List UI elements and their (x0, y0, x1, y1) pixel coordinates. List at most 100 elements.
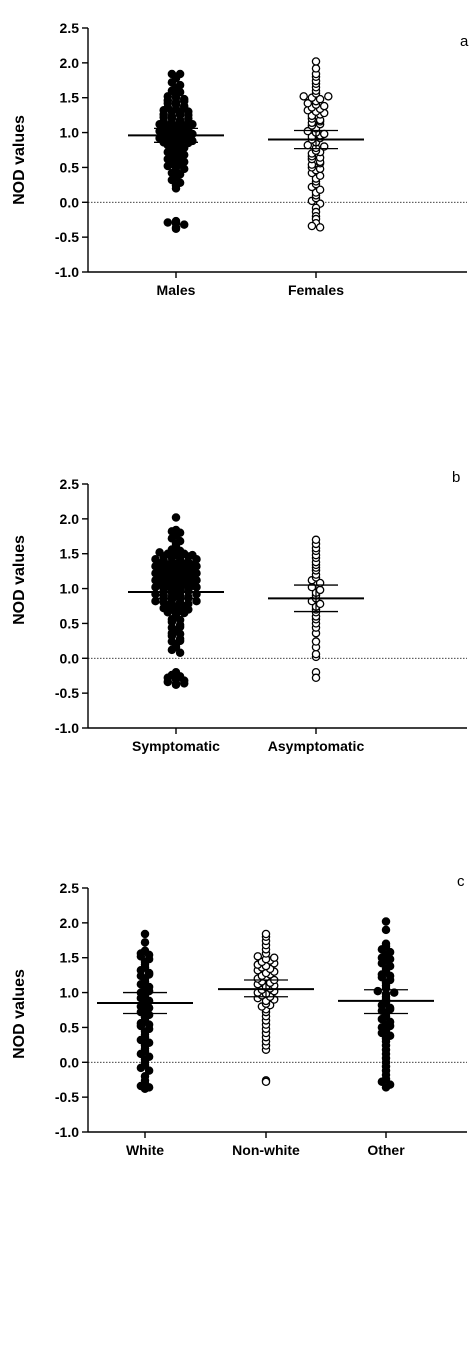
panel-a: NOD values a 2.5 2.0 1.5 1.0 0.5 0.0 -0.5 -1.0 M… (11, 20, 469, 298)
data-point (175, 80, 185, 90)
data-point (261, 929, 271, 939)
y-tick-label: 2.0 (60, 511, 80, 527)
data-point (315, 94, 325, 104)
data-point (179, 94, 189, 104)
data-point (175, 178, 185, 188)
y-axis-title: NOD values (11, 115, 28, 205)
data-point (385, 1017, 395, 1027)
data-point (155, 548, 164, 557)
data-point (311, 649, 321, 659)
plot-area: 2.5 2.0 1.5 1.0 0.5 0.0 -0.5 -1.0 Symptomatic Asy… (55, 476, 467, 754)
data-point (171, 224, 181, 234)
y-tick-label: 0.5 (60, 615, 80, 631)
data-point (163, 677, 173, 687)
data-point (381, 1083, 391, 1092)
y-tick-label: 0.0 (60, 650, 80, 666)
data-point (303, 126, 313, 136)
data-point (253, 952, 263, 961)
data-point (140, 929, 150, 939)
y-axis-title: NOD values (11, 535, 28, 625)
data-point (163, 92, 173, 101)
y-tick-label: -1.0 (55, 264, 79, 280)
y-tick-label: -0.5 (55, 1089, 79, 1105)
y-tick-label: 1.5 (60, 950, 80, 966)
data-point (311, 64, 321, 73)
data-point (303, 99, 313, 108)
data-point (171, 680, 181, 690)
data-point (144, 982, 154, 992)
data-point (319, 129, 329, 139)
y-tick-label: 2.5 (60, 20, 80, 36)
x-tick-label: White (126, 1142, 164, 1158)
data-point (175, 69, 185, 79)
data-point (136, 1063, 146, 1073)
data-point (175, 648, 185, 657)
data-point (311, 535, 321, 545)
plot-area: 2.5 2.0 1.5 1.0 0.5 0.0 -0.5 -1.0 White Non-white… (55, 880, 467, 1158)
y-tick-label: 2.5 (60, 880, 80, 896)
data-point (385, 947, 395, 957)
panel-label: b (452, 469, 460, 486)
data-point (140, 946, 150, 955)
x-tick-label: Asymptomatic (268, 738, 365, 754)
data-point (311, 57, 321, 66)
panel-label: c (457, 873, 465, 890)
data-point (171, 525, 181, 535)
data-point (144, 1066, 154, 1075)
data-point (319, 101, 329, 111)
data-point (261, 1077, 271, 1087)
data-point (315, 185, 325, 194)
data-point (167, 69, 177, 79)
y-tick-label: 1.0 (60, 581, 80, 597)
y-tick-label: -1.0 (55, 720, 79, 736)
data-point (315, 223, 325, 232)
data-point (144, 1052, 154, 1061)
data-point (389, 988, 399, 997)
x-tick-label: Non-white (232, 1142, 300, 1158)
y-tick-label: 0.0 (60, 194, 80, 210)
data-point (151, 555, 160, 564)
x-tick-label: Males (157, 282, 196, 298)
data-point (311, 637, 321, 646)
y-tick-label: 2.0 (60, 915, 80, 931)
panel-label: a (460, 33, 469, 50)
x-tick-label: Other (367, 1142, 405, 1158)
y-tick-label: -0.5 (55, 229, 79, 245)
y-tick-label: 2.0 (60, 55, 80, 71)
data-point (140, 938, 150, 947)
y-tick-label: 1.5 (60, 90, 80, 106)
y-tick-label: -0.5 (55, 685, 79, 701)
data-point (381, 939, 391, 949)
data-point (144, 968, 154, 978)
x-tick-label: Symptomatic (132, 738, 220, 754)
data-point (140, 1084, 150, 1094)
panel-b: NOD values b 2.5 2.0 1.5 1.0 0.5 0.0 -0.5 -1.0 S… (11, 469, 467, 754)
y-tick-label: 0.5 (60, 159, 80, 175)
data-point (385, 1031, 395, 1041)
y-tick-label: 1.0 (60, 985, 80, 1001)
data-point (179, 679, 189, 688)
data-point (171, 513, 181, 522)
data-point (269, 953, 279, 962)
y-tick-label: 0.5 (60, 1019, 80, 1035)
data-point (299, 92, 308, 101)
y-tick-label: 2.5 (60, 476, 80, 492)
y-tick-label: 1.0 (60, 125, 80, 141)
data-point (377, 1077, 387, 1087)
data-point (163, 218, 173, 227)
data-point (381, 925, 391, 935)
x-tick-label: Females (288, 282, 344, 298)
data-point (144, 1038, 154, 1048)
y-axis-title: NOD values (11, 969, 28, 1059)
data-point (175, 536, 185, 546)
data-point (315, 585, 325, 595)
data-point (373, 986, 383, 996)
data-point (324, 92, 333, 101)
data-point (179, 220, 189, 229)
data-point (311, 673, 321, 683)
data-point (188, 550, 197, 560)
plot-area: 2.5 2.0 1.5 1.0 0.5 0.0 -0.5 -1.0 Males Females (55, 20, 467, 298)
data-point (381, 917, 391, 926)
y-tick-label: 0.0 (60, 1054, 80, 1070)
